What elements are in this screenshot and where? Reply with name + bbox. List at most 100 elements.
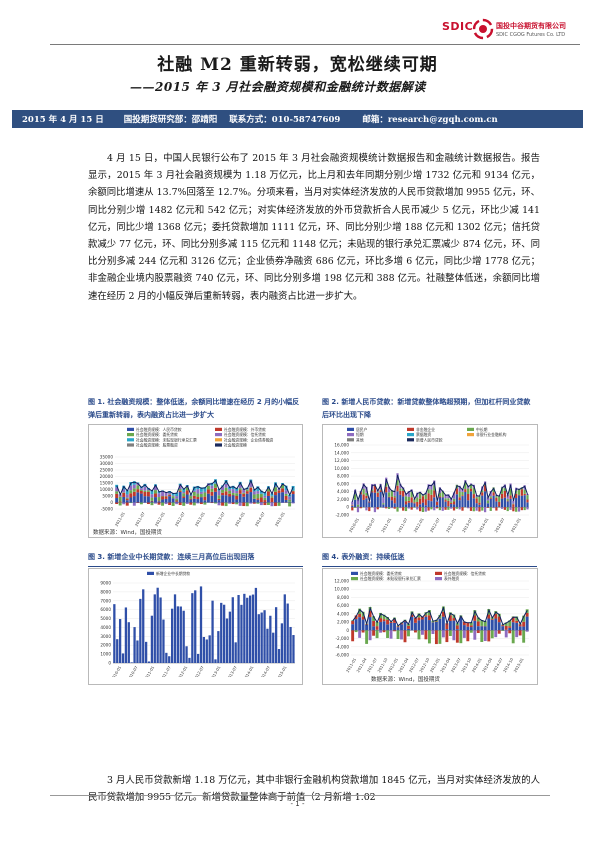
- y-tick-label: 0: [108, 661, 111, 666]
- bar-segment: [175, 501, 179, 503]
- bar-segment: [373, 492, 377, 508]
- bar-segment: [525, 612, 529, 617]
- bar-segment-negative: [136, 502, 140, 504]
- bar-segment: [526, 495, 529, 500]
- bar-segment: [508, 627, 512, 631]
- bar-segment-negative: [403, 630, 407, 643]
- bar-segment: [430, 501, 433, 508]
- bar-segment: [498, 506, 501, 508]
- y-tick-label: 10,000: [334, 587, 349, 592]
- bar-segment: [379, 492, 382, 508]
- bar-segment: [433, 497, 436, 508]
- bar-segment: [495, 496, 498, 498]
- bar-segment: [274, 487, 277, 492]
- bar-segment: [365, 624, 369, 631]
- bar-segment: [503, 490, 506, 498]
- bar-segment: [277, 490, 281, 493]
- x-tick-label: 2014-07: [493, 517, 506, 534]
- bar-segment: [500, 498, 504, 508]
- bar-segment: [396, 480, 399, 486]
- bar-segment-negative: [434, 630, 438, 645]
- x-tick-label: 2015-01: [510, 517, 523, 534]
- legend-label: 社会融资规模：信托贷款: [444, 571, 486, 576]
- bar-segment: [132, 491, 136, 497]
- bar-segment-negative: [351, 507, 354, 511]
- bar-segment-negative: [132, 502, 136, 506]
- legend-label: 票据融资: [416, 432, 431, 437]
- bar-segment: [403, 621, 407, 631]
- bar-segment: [288, 499, 292, 502]
- bar-segment: [489, 497, 492, 499]
- bar-segment: [196, 497, 200, 500]
- bar-segment-negative: [288, 502, 292, 507]
- contact-email[interactable]: 邮箱：research@zgqh.com.cn: [362, 115, 498, 125]
- bar-segment-negative: [461, 507, 464, 511]
- bar-segment: [206, 485, 210, 490]
- bar-segment: [221, 490, 225, 493]
- bar-segment: [368, 617, 372, 631]
- figure-2: 图 2. 新增人民币贷款：新增贷款整体略超预期，但加杠杆同业贷款后环比出现下降: [322, 396, 537, 425]
- bar-segment: [143, 486, 147, 491]
- bar-segment: [274, 491, 277, 496]
- bar-segment: [404, 496, 408, 502]
- figure-4-title: 图 4. 表外融资：持续低迷: [322, 553, 405, 561]
- bar-segment: [504, 622, 508, 626]
- bar-segment: [368, 501, 371, 503]
- bar-segment: [235, 499, 239, 503]
- bar-segment-negative: [252, 502, 256, 504]
- bar-segment: [139, 489, 143, 491]
- bar-segment: [469, 622, 473, 626]
- bar-segment: [281, 484, 285, 489]
- y-tick-label: -2,000: [336, 513, 350, 518]
- bar-segment-negative: [375, 630, 379, 639]
- author-info-bar: 2015 年 4 月 15 日 国投期货研究部：邵靖阳 联系方式：010-587…: [12, 110, 583, 128]
- bar-segment-negative: [235, 502, 239, 505]
- bar-segment: [469, 488, 473, 492]
- y-tick-label: 1000: [100, 652, 111, 657]
- legend-label: 新增人民币贷款: [416, 437, 443, 442]
- legend-label: 新增企业中长期贷款: [156, 571, 190, 576]
- bar-segment-negative: [161, 502, 165, 506]
- bar-segment: [430, 489, 433, 495]
- bar-segment-negative: [469, 507, 473, 511]
- legend-swatch: [215, 433, 222, 437]
- bar-segment: [498, 495, 501, 502]
- bar-segment: [139, 598, 142, 663]
- bar-segment: [176, 606, 180, 663]
- bar-segment: [497, 622, 501, 631]
- bar-segment: [242, 496, 246, 503]
- legend-label: 居民户: [356, 427, 368, 432]
- bar-segment-negative: [494, 630, 498, 638]
- bar-segment: [235, 490, 239, 494]
- bar-segment: [393, 622, 396, 631]
- bar-segment: [274, 486, 277, 488]
- bar-segment: [419, 492, 422, 499]
- bar-segment: [210, 495, 214, 503]
- bar-segment: [467, 488, 470, 494]
- y-tick-label: 8000: [100, 589, 111, 594]
- x-tick-label: 2012-01: [176, 665, 189, 677]
- bar-segment: [121, 653, 125, 663]
- y-tick-label: 6,000: [337, 603, 349, 608]
- bar-segment: [522, 621, 526, 627]
- bar-segment-negative: [441, 630, 445, 638]
- figure-1-title: 图 1. 社会融资规模：整体低迷，余额同比增速在经历 2 月的小幅反弹后重新转弱…: [88, 398, 300, 419]
- y-tick-label: 4,000: [337, 489, 349, 494]
- bar-segment: [199, 493, 203, 497]
- bar-segment: [133, 627, 136, 663]
- x-tick-label: 2014-01: [234, 511, 247, 528]
- bar-segment: [410, 617, 414, 631]
- bar-segment: [274, 607, 278, 663]
- bar-segment: [277, 649, 281, 663]
- bar-segment: [393, 497, 396, 504]
- y-tick-label: 8,000: [337, 474, 349, 479]
- bar-segment: [164, 492, 168, 496]
- bar-segment-negative: [115, 502, 119, 505]
- bar-segment: [139, 493, 143, 503]
- bar-segment: [435, 502, 439, 506]
- bar-segment: [362, 499, 365, 508]
- bar-segment: [182, 610, 185, 663]
- legend-swatch: [435, 577, 442, 581]
- bar-segment: [217, 500, 221, 503]
- bar-segment-negative: [517, 507, 521, 512]
